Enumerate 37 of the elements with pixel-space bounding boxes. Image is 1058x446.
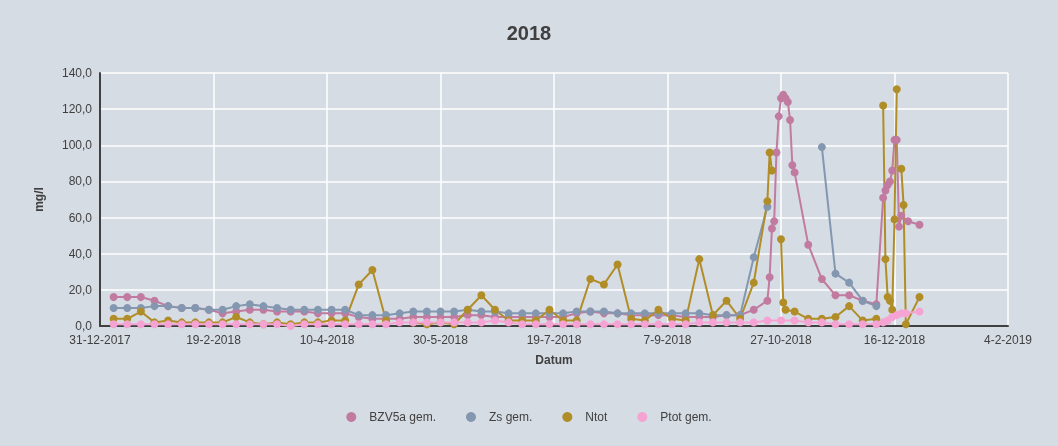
point: [313, 305, 322, 314]
x-tick-label: 7-9-2018: [643, 333, 692, 347]
chart-title: 2018: [506, 22, 552, 44]
y-tick-label: 140,0: [61, 66, 93, 80]
legend-label: Ptot gem.: [660, 410, 712, 424]
point: [395, 309, 404, 318]
x-tick-label: 4-2-2019: [983, 333, 1033, 347]
point: [749, 253, 758, 262]
x-tick-label: 30-5-2018: [413, 333, 469, 347]
y-tick-label: 40,0: [68, 246, 93, 261]
x-axis-title: Datum: [535, 353, 573, 367]
x-tick-label: 10-4-2018: [299, 333, 355, 347]
legend-label: Zs gem.: [489, 410, 533, 424]
x-tick-label: 16-12-2018: [863, 333, 926, 347]
x-tick-label: 27-10-2018: [750, 333, 813, 347]
y-tick-label: 120,0: [61, 102, 93, 117]
point: [123, 303, 132, 312]
point: [845, 278, 854, 287]
point: [273, 303, 282, 312]
point: [341, 305, 350, 314]
point: [817, 143, 826, 152]
y-tick-label: 60,0: [68, 210, 93, 225]
x-tick-label: 19-7-2018: [526, 333, 582, 347]
legend-label: Ntot: [585, 410, 609, 424]
x-tick-label: 31-12-2017: [69, 333, 132, 347]
x-tick-label: 19-2-2018: [186, 333, 242, 347]
point: [831, 269, 840, 278]
legend-label: BZV5a gem.: [369, 410, 436, 424]
point: [218, 305, 227, 314]
point: [327, 305, 336, 314]
point: [477, 307, 486, 316]
y-tick-label: 80,0: [68, 174, 93, 189]
y-tick-label: 0,0: [75, 319, 93, 333]
y-tick-label: 100,0: [61, 138, 93, 153]
y-tick-label: 20,0: [68, 282, 93, 297]
y-axis-title: mg/l: [32, 187, 46, 212]
point: [109, 303, 118, 312]
